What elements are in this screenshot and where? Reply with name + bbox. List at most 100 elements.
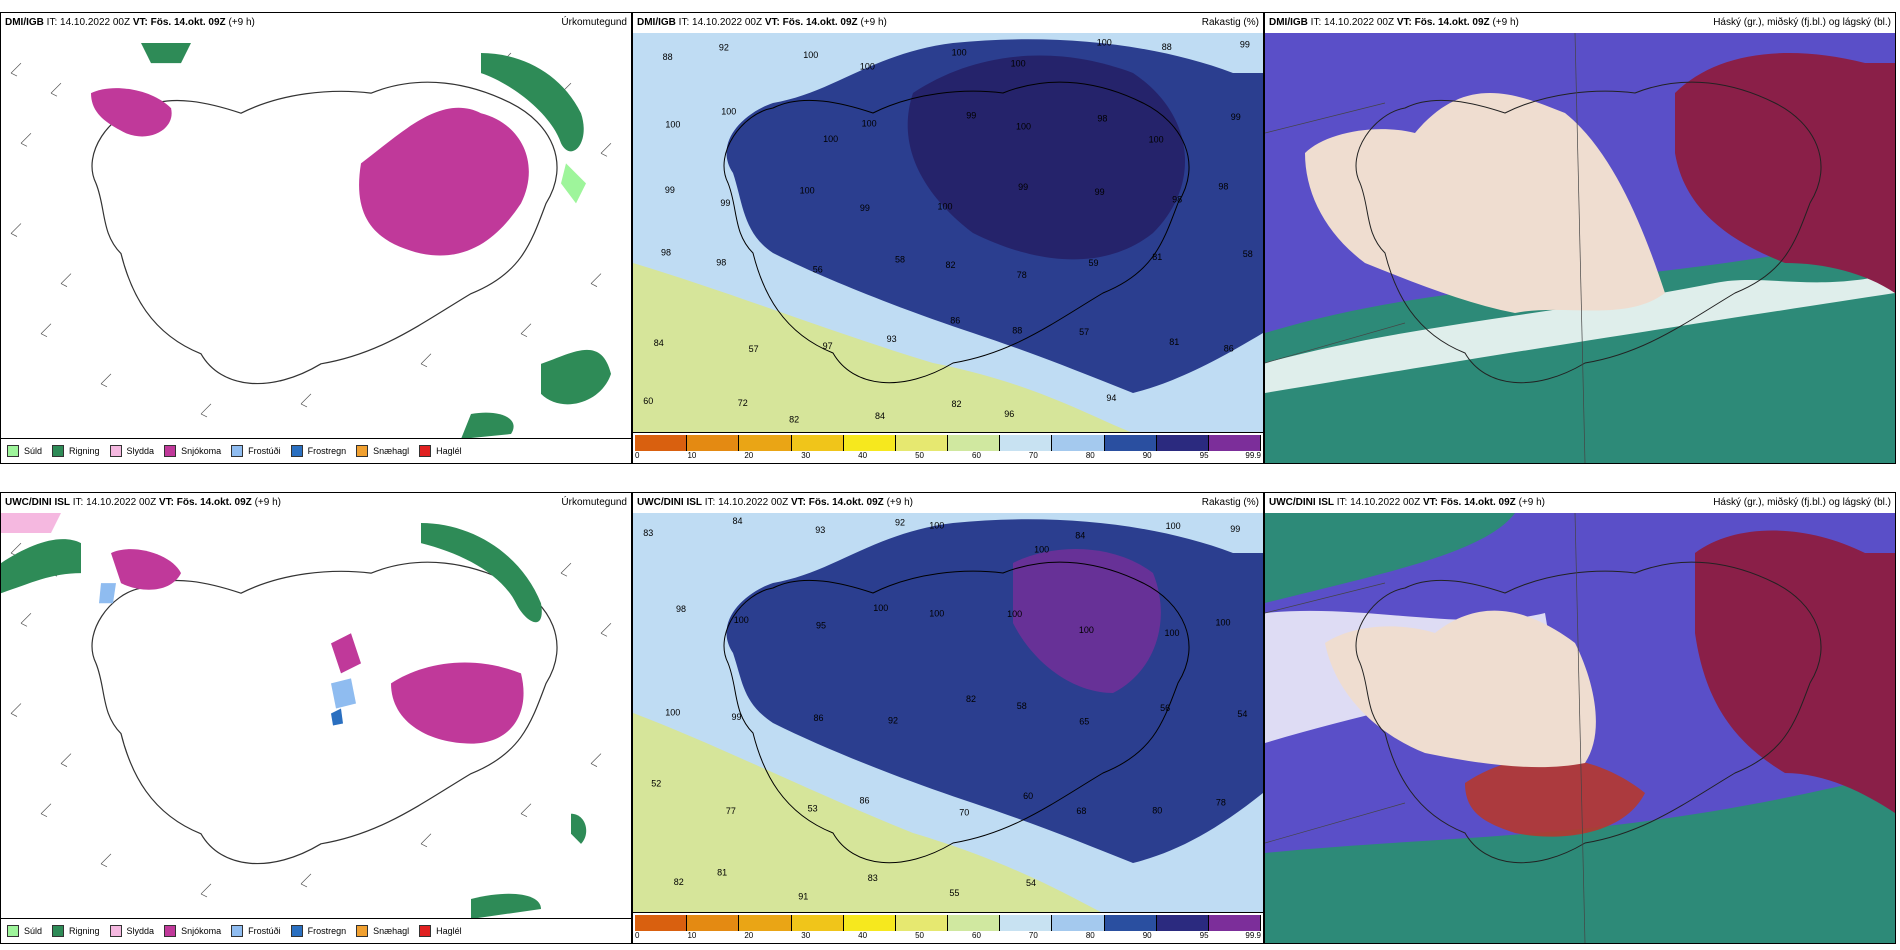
- scale-color-bin: [791, 915, 844, 931]
- humidity-map: 83 84 93 92 100 100 84 100 99 98 100 95 100 100 100 100…: [633, 513, 1263, 913]
- it-value: 14.10.2022 00Z: [718, 497, 789, 508]
- drizzle-areas: [561, 163, 586, 204]
- field-title: Rakastig (%): [1201, 497, 1259, 508]
- model-label: UWC/DINI ISL: [637, 497, 702, 508]
- panel-header: DMI/IGB IT: 14.10.2022 00Z VT: Fös. 14.o…: [1265, 13, 1895, 34]
- legend-item: Rigning: [52, 925, 100, 937]
- precip-legend: Súld Rigning Slydda Snjókoma Frostúði Fr…: [1, 918, 631, 943]
- legend-label: Haglél: [436, 446, 462, 456]
- humidity-value-label: 54: [1237, 709, 1247, 719]
- panel-row2-clouds: UWC/DINI ISL IT: 14.10.2022 00Z VT: Fös.…: [1264, 492, 1896, 944]
- humidity-value-label: 92: [895, 518, 905, 528]
- humidity-value-label: 80: [1152, 806, 1162, 816]
- field-title: Háský (gr.), miðský (fj.bl.) og lágský (…: [1713, 17, 1891, 28]
- humidity-value-label: 72: [738, 398, 748, 408]
- scale-tick-label: 20: [744, 931, 754, 940]
- humidity-value-label: 92: [719, 42, 729, 52]
- humidity-value-label: 100: [873, 603, 888, 613]
- humidity-scale: 0 10 20 30 40 50 60 70 80 90 95 99.9: [633, 912, 1263, 943]
- scale-tick-label: 40: [858, 931, 868, 940]
- humidity-value-label: 78: [1017, 270, 1027, 280]
- lead-time: (+9 h): [228, 17, 255, 28]
- precip-legend: Súld Rigning Slydda Snjókoma Frostúði Fr…: [1, 438, 631, 463]
- humidity-value-label: 58: [1017, 701, 1027, 711]
- panel-row1-clouds: DMI/IGB IT: 14.10.2022 00Z VT: Fös. 14.o…: [1264, 12, 1896, 464]
- legend-label: Snjókoma: [181, 926, 222, 936]
- humidity-value-label: 93: [815, 525, 825, 535]
- scale-tick-label: 80: [1085, 451, 1095, 460]
- humidity-value-label: 100: [1165, 628, 1180, 638]
- lead-time: (+9 h): [860, 17, 887, 28]
- vt-prefix: VT:: [1422, 497, 1438, 508]
- scale-tick-label: 30: [801, 931, 811, 940]
- precip-map-svg: [1, 33, 631, 439]
- field-title: Háský (gr.), miðský (fj.bl.) og lágský (…: [1713, 497, 1891, 508]
- vt-prefix: VT:: [1396, 17, 1412, 28]
- model-label: UWC/DINI ISL: [1269, 497, 1334, 508]
- humidity-value-label: 82: [966, 694, 976, 704]
- vt-prefix: VT:: [790, 497, 806, 508]
- legend-item: Frostregn: [290, 925, 346, 937]
- scale-color-bin: [739, 915, 792, 931]
- humidity-value-label: 86: [814, 713, 824, 723]
- humidity-value-label: 65: [1079, 717, 1089, 727]
- legend-item: Frostúði: [231, 445, 281, 457]
- humidity-value-label: 86: [1224, 344, 1234, 354]
- humidity-value-label: 56: [813, 264, 823, 274]
- legend-label: Snæhagl: [373, 926, 410, 936]
- humidity-value-label: 84: [733, 516, 743, 526]
- scale-color-bin: [1000, 915, 1053, 931]
- scale-tick-label: 40: [858, 451, 868, 460]
- humidity-value-label: 100: [1079, 625, 1094, 635]
- humidity-value-label: 81: [1152, 252, 1162, 262]
- legend-swatch: [164, 925, 177, 937]
- humidity-value-label: 57: [1079, 327, 1089, 337]
- panel-row2-precip-type: UWC/DINI ISL IT: 14.10.2022 00Z VT: Fös.…: [0, 492, 632, 944]
- humidity-value-label: 100: [803, 50, 818, 60]
- scale-tick-label: 0: [635, 451, 640, 460]
- legend-swatch: [290, 925, 303, 937]
- legend-swatch: [231, 925, 244, 937]
- scale-color-bin: [843, 915, 896, 931]
- scale-color-bin: [687, 435, 740, 451]
- humidity-value-label: 97: [823, 341, 833, 351]
- model-label: DMI/IGB: [1269, 17, 1308, 28]
- legend-swatch: [419, 925, 432, 937]
- cloud-map: [1265, 33, 1895, 463]
- legend-item: Haglél: [419, 445, 462, 457]
- humidity-map: 88 92 100 100 100 100 100 88 99 100 100 100 100 99 100…: [633, 33, 1263, 433]
- panel-header: UWC/DINI ISL IT: 14.10.2022 00Z VT: Fös.…: [1, 493, 631, 514]
- humidity-value-label: 99: [1231, 112, 1241, 122]
- legend-label: Súld: [24, 926, 43, 936]
- vt-value: Fös. 14.okt. 09Z: [808, 497, 884, 508]
- it-value: 14.10.2022 00Z: [1324, 17, 1395, 28]
- humidity-value-label: 60: [643, 396, 653, 406]
- scale-tick-label: 70: [1028, 451, 1038, 460]
- vt-prefix: VT:: [158, 497, 174, 508]
- humidity-value-label: 98: [1097, 113, 1107, 123]
- humidity-value-label: 59: [1089, 258, 1099, 268]
- humidity-value-label: 100: [1166, 521, 1181, 531]
- legend-item: Snjókoma: [164, 925, 221, 937]
- humidity-value-label: 88: [1162, 42, 1172, 52]
- humidity-value-label: 99: [1018, 182, 1028, 192]
- legend-item: Rigning: [52, 445, 100, 457]
- humidity-value-label: 99: [665, 185, 675, 195]
- lead-time: (+9 h): [1518, 497, 1545, 508]
- legend-label: Slydda: [126, 926, 155, 936]
- panel-header: DMI/IGB IT: 14.10.2022 00Z VT: Fös. 14.o…: [1, 13, 631, 34]
- panel-header: UWC/DINI ISL IT: 14.10.2022 00Z VT: Fös.…: [633, 493, 1263, 514]
- scale-color-bin: [1156, 915, 1209, 931]
- humidity-value-label: 60: [1023, 791, 1033, 801]
- scale-tick-label: 50: [915, 931, 924, 940]
- humidity-value-label: 100: [665, 120, 680, 130]
- it-value: 14.10.2022 00Z: [60, 17, 131, 28]
- legend-swatch: [109, 445, 122, 457]
- vt-prefix: VT:: [764, 17, 780, 28]
- scale-color-bin: [1052, 435, 1105, 451]
- legend-label: Haglél: [436, 926, 462, 936]
- legend-swatch: [290, 445, 303, 457]
- humidity-value-label: 100: [721, 107, 736, 117]
- scale-color-bin: [635, 915, 688, 931]
- scale-color-bin: [948, 435, 1001, 451]
